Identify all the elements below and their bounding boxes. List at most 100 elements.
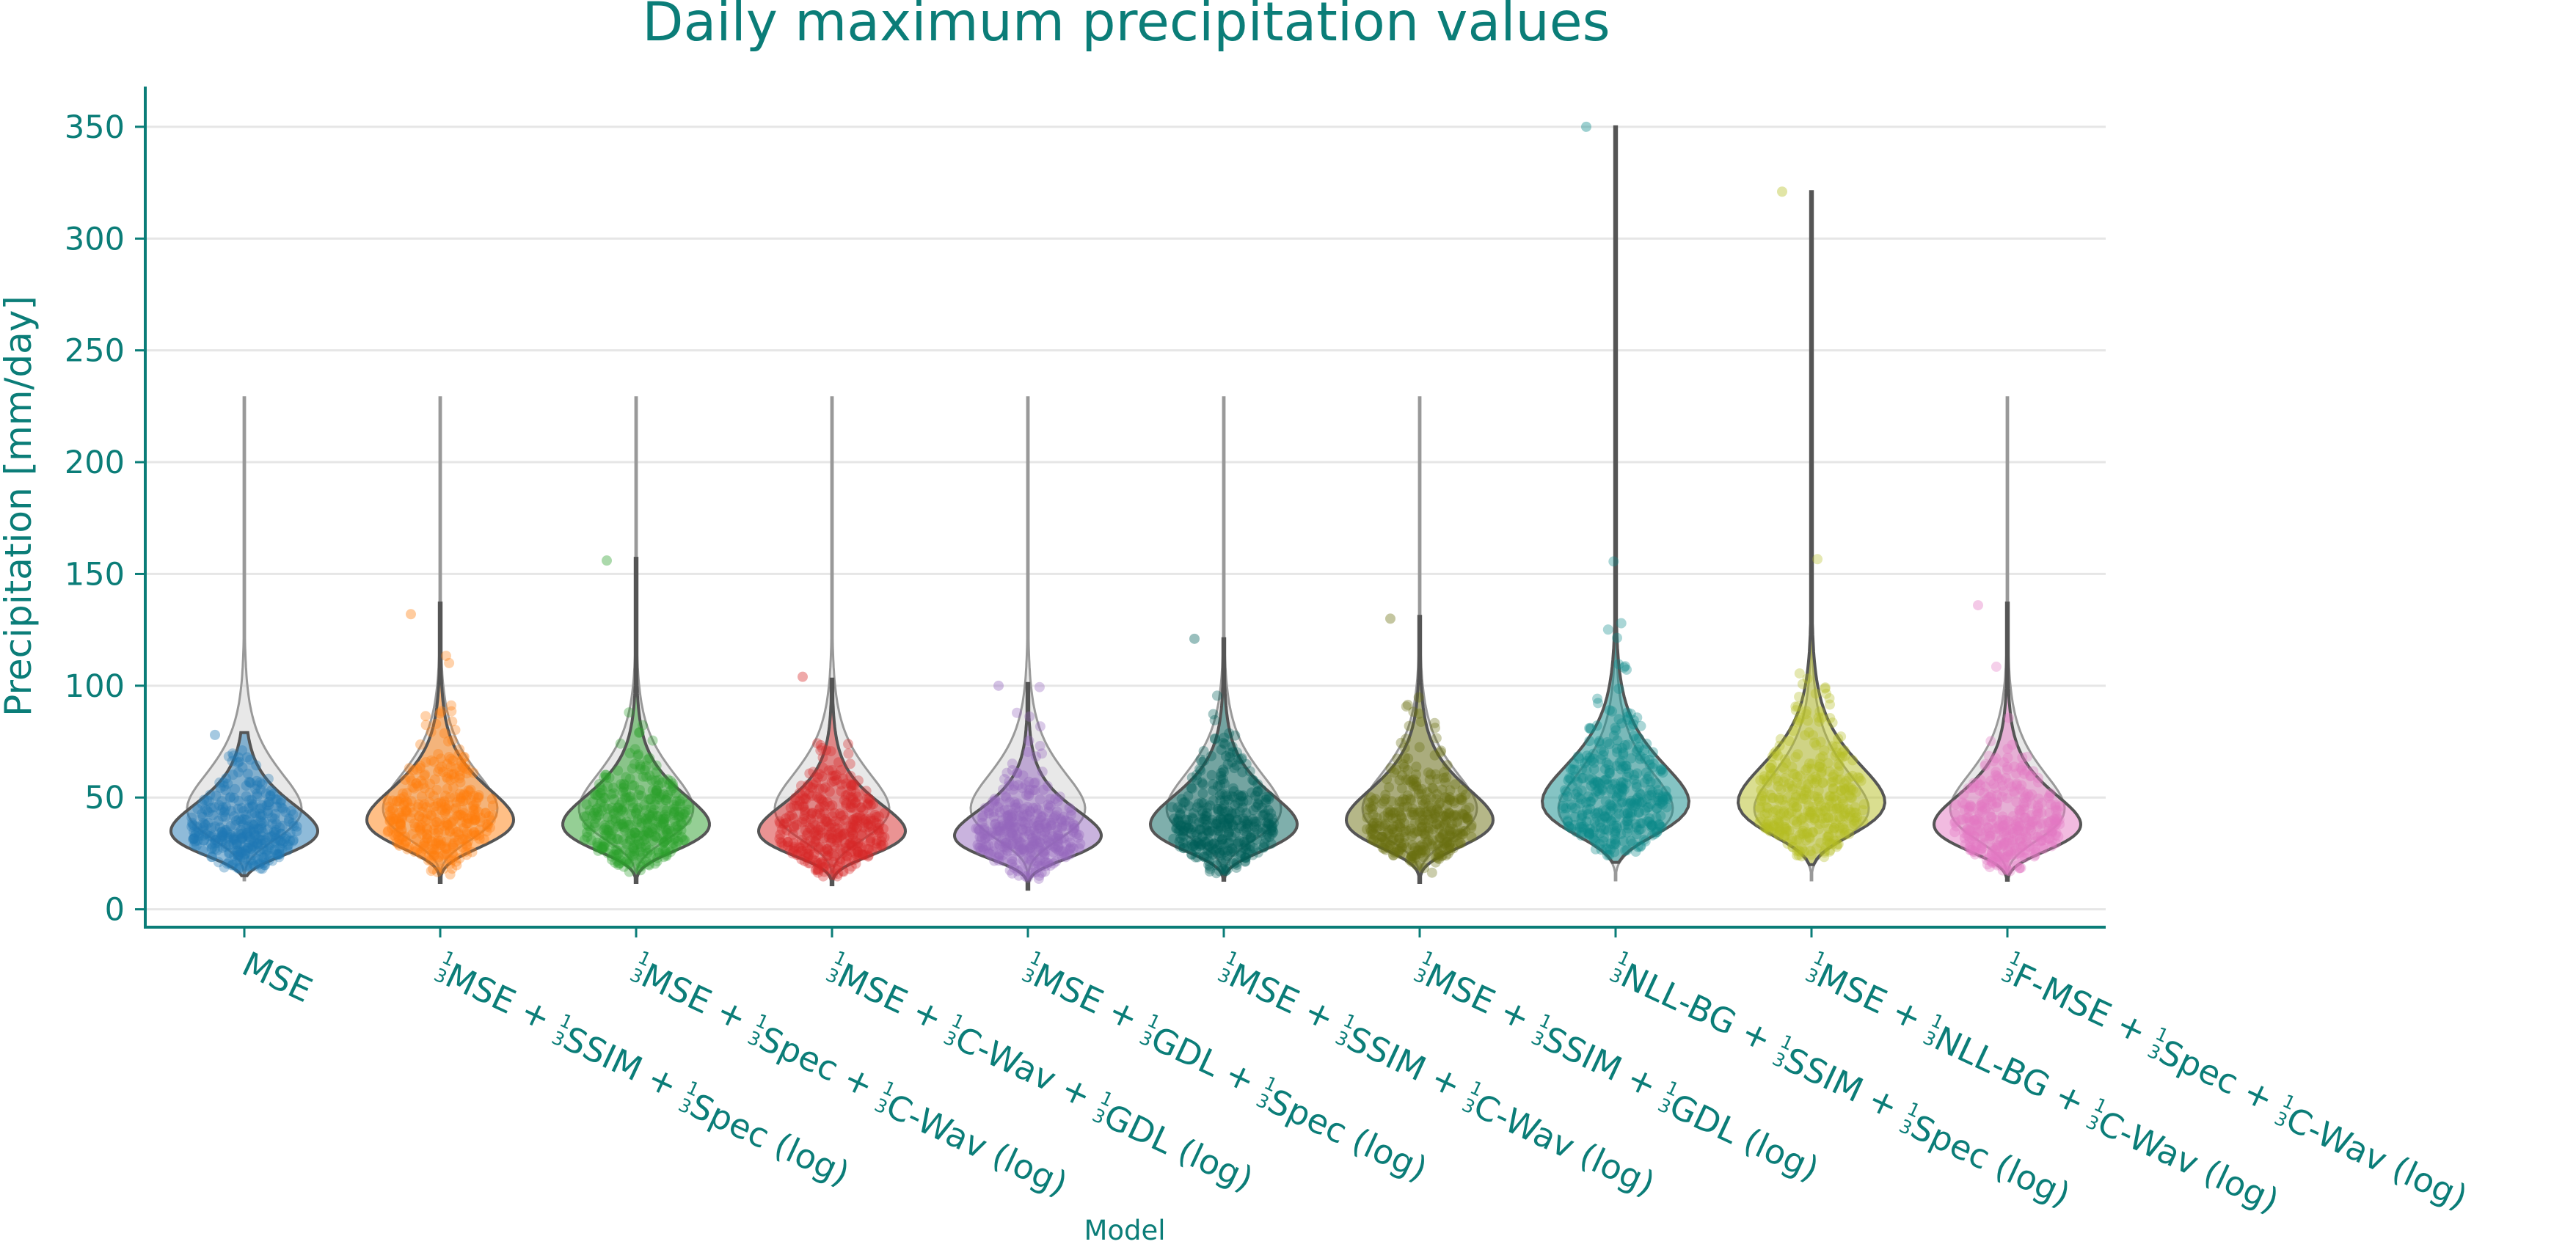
data-point xyxy=(624,858,635,869)
data-point xyxy=(806,841,817,852)
data-point xyxy=(1957,814,1969,825)
data-point xyxy=(846,786,857,797)
data-point xyxy=(409,846,420,857)
data-point xyxy=(620,792,631,803)
data-point xyxy=(1178,843,1189,854)
data-point xyxy=(787,848,798,859)
data-point xyxy=(671,788,682,799)
data-point xyxy=(1608,556,1619,567)
data-point xyxy=(454,766,465,777)
data-point xyxy=(778,818,789,829)
data-point xyxy=(249,855,260,866)
data-point xyxy=(668,838,679,848)
data-point xyxy=(801,830,812,841)
data-point xyxy=(207,852,218,862)
data-point xyxy=(283,839,293,850)
data-point xyxy=(1057,822,1068,833)
data-point xyxy=(2032,800,2043,811)
data-point xyxy=(469,827,480,838)
data-point xyxy=(787,829,798,840)
data-point xyxy=(450,802,461,813)
data-point xyxy=(625,833,636,844)
chart-title: Daily maximum precipitation values xyxy=(642,0,1610,54)
data-point xyxy=(669,800,679,811)
data-point xyxy=(237,762,248,773)
data-point xyxy=(635,759,646,770)
data-point xyxy=(1795,846,1806,857)
data-point xyxy=(407,828,418,839)
data-point xyxy=(1236,753,1247,764)
data-point xyxy=(1406,852,1417,863)
data-point xyxy=(868,799,879,810)
data-point xyxy=(241,860,252,871)
data-point xyxy=(668,834,679,845)
data-point xyxy=(1977,806,1988,817)
data-point xyxy=(1042,780,1053,791)
data-point xyxy=(819,833,830,844)
data-point xyxy=(419,783,430,794)
data-point xyxy=(241,752,252,763)
data-point xyxy=(1455,827,1466,838)
data-point xyxy=(1839,745,1850,756)
data-point xyxy=(652,856,663,867)
data-point xyxy=(220,839,231,849)
data-point xyxy=(219,807,230,818)
data-point xyxy=(831,835,842,846)
max-point xyxy=(602,555,612,566)
data-point xyxy=(441,772,452,783)
data-point xyxy=(661,849,672,860)
data-point xyxy=(1198,746,1209,756)
data-point xyxy=(398,788,408,799)
data-point xyxy=(215,783,226,794)
data-point xyxy=(842,851,853,862)
data-point xyxy=(645,844,656,855)
data-point xyxy=(659,813,670,824)
data-point xyxy=(227,769,238,780)
data-point xyxy=(1251,802,1262,813)
data-point xyxy=(440,808,450,819)
data-point xyxy=(642,818,653,829)
data-point xyxy=(391,837,402,848)
data-point xyxy=(257,835,268,846)
data-point xyxy=(439,825,450,836)
data-point xyxy=(426,726,437,737)
data-point xyxy=(241,809,252,820)
x-ticks: MSE 13MSE + 13SSIM + 13Spec (log)13MSE + … xyxy=(236,927,2473,1221)
data-point xyxy=(454,789,465,800)
data-point xyxy=(1021,823,1032,834)
data-point xyxy=(457,834,468,845)
data-point xyxy=(652,785,662,796)
data-point xyxy=(448,838,459,849)
data-point xyxy=(615,738,626,749)
data-point xyxy=(588,797,599,807)
data-point xyxy=(1604,767,1615,778)
data-point xyxy=(660,809,671,820)
data-point xyxy=(1001,842,1012,853)
data-point xyxy=(649,824,660,835)
data-point xyxy=(392,796,403,807)
data-point xyxy=(613,858,624,869)
data-point xyxy=(874,819,885,830)
data-point xyxy=(257,810,268,821)
data-point xyxy=(847,814,858,825)
data-point xyxy=(838,810,849,821)
data-point xyxy=(1178,797,1189,808)
data-point xyxy=(834,808,845,819)
data-point xyxy=(584,805,595,816)
data-point xyxy=(792,849,803,860)
data-point xyxy=(249,819,260,830)
data-point xyxy=(428,850,439,861)
data-point xyxy=(395,825,406,836)
data-point xyxy=(847,829,858,840)
data-point xyxy=(442,773,453,784)
data-point xyxy=(433,852,444,863)
data-point xyxy=(271,819,282,830)
data-point xyxy=(662,774,673,785)
data-point xyxy=(809,836,820,846)
data-point xyxy=(433,766,444,777)
data-point xyxy=(619,780,630,791)
data-point xyxy=(1016,844,1027,855)
data-point xyxy=(265,851,275,862)
data-point xyxy=(192,803,203,814)
data-point xyxy=(777,838,787,849)
